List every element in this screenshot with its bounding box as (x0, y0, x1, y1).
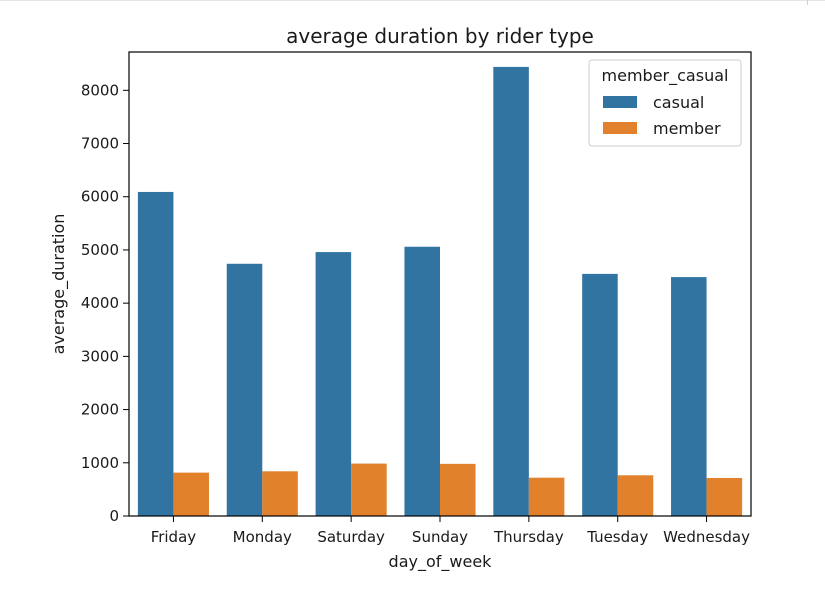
x-tick-label-sunday: Sunday (412, 528, 468, 546)
bar-member-friday (173, 472, 209, 516)
bar-member-monday (262, 471, 298, 516)
bar-casual-wednesday (671, 277, 707, 516)
bar-casual-monday (226, 263, 263, 516)
y-tick-label: 4000 (81, 294, 119, 312)
x-tick-label-friday: Friday (151, 528, 197, 546)
bar-member-wednesday (706, 477, 743, 516)
y-tick-label: 1000 (81, 454, 119, 472)
legend-label-casual: casual (653, 93, 704, 112)
bar-casual-tuesday (582, 273, 618, 516)
legend: member_casual casual member (588, 59, 742, 147)
window-corner-mark (807, 0, 808, 5)
bar-member-thursday (528, 477, 565, 516)
legend-swatch-casual (603, 96, 637, 108)
bar-member-tuesday (617, 475, 654, 516)
y-tick-label: 6000 (81, 188, 119, 206)
x-tick-label-thursday: Thursday (493, 528, 564, 546)
bar-member-sunday (440, 463, 476, 516)
x-axis-label: day_of_week (389, 552, 493, 572)
legend-swatch-member (603, 122, 637, 134)
x-tick-label-saturday: Saturday (317, 528, 385, 546)
y-tick-label: 8000 (81, 81, 119, 99)
y-axis: 0 1000 2000 3000 4000 5000 6000 7000 8000 (81, 81, 129, 525)
x-tick-label-wednesday: Wednesday (663, 528, 750, 546)
y-tick-label: 2000 (81, 401, 119, 419)
x-tick-label-tuesday: Tuesday (586, 528, 648, 546)
plot-frame (128, 51, 752, 517)
x-axis: Friday Monday Saturday Sunday Thursday Tuesda… (151, 516, 750, 546)
bar-casual-friday (137, 191, 174, 517)
bars-layer (137, 66, 743, 517)
legend-label-member: member (653, 119, 721, 138)
y-tick-label: 0 (109, 507, 119, 525)
chart-title: average duration by rider type (286, 24, 594, 48)
bar-casual-thursday (493, 66, 529, 517)
legend-title: member_casual (602, 66, 729, 86)
bar-casual-saturday (315, 252, 352, 516)
bar-member-saturday (351, 463, 387, 516)
y-tick-label: 5000 (81, 241, 119, 259)
bar-casual-sunday (404, 246, 440, 516)
y-axis-label: average_duration (49, 214, 69, 355)
x-tick-label-monday: Monday (233, 528, 292, 546)
y-tick-label: 3000 (81, 347, 119, 365)
window-top-border (0, 0, 825, 1)
y-tick-label: 7000 (81, 135, 119, 153)
